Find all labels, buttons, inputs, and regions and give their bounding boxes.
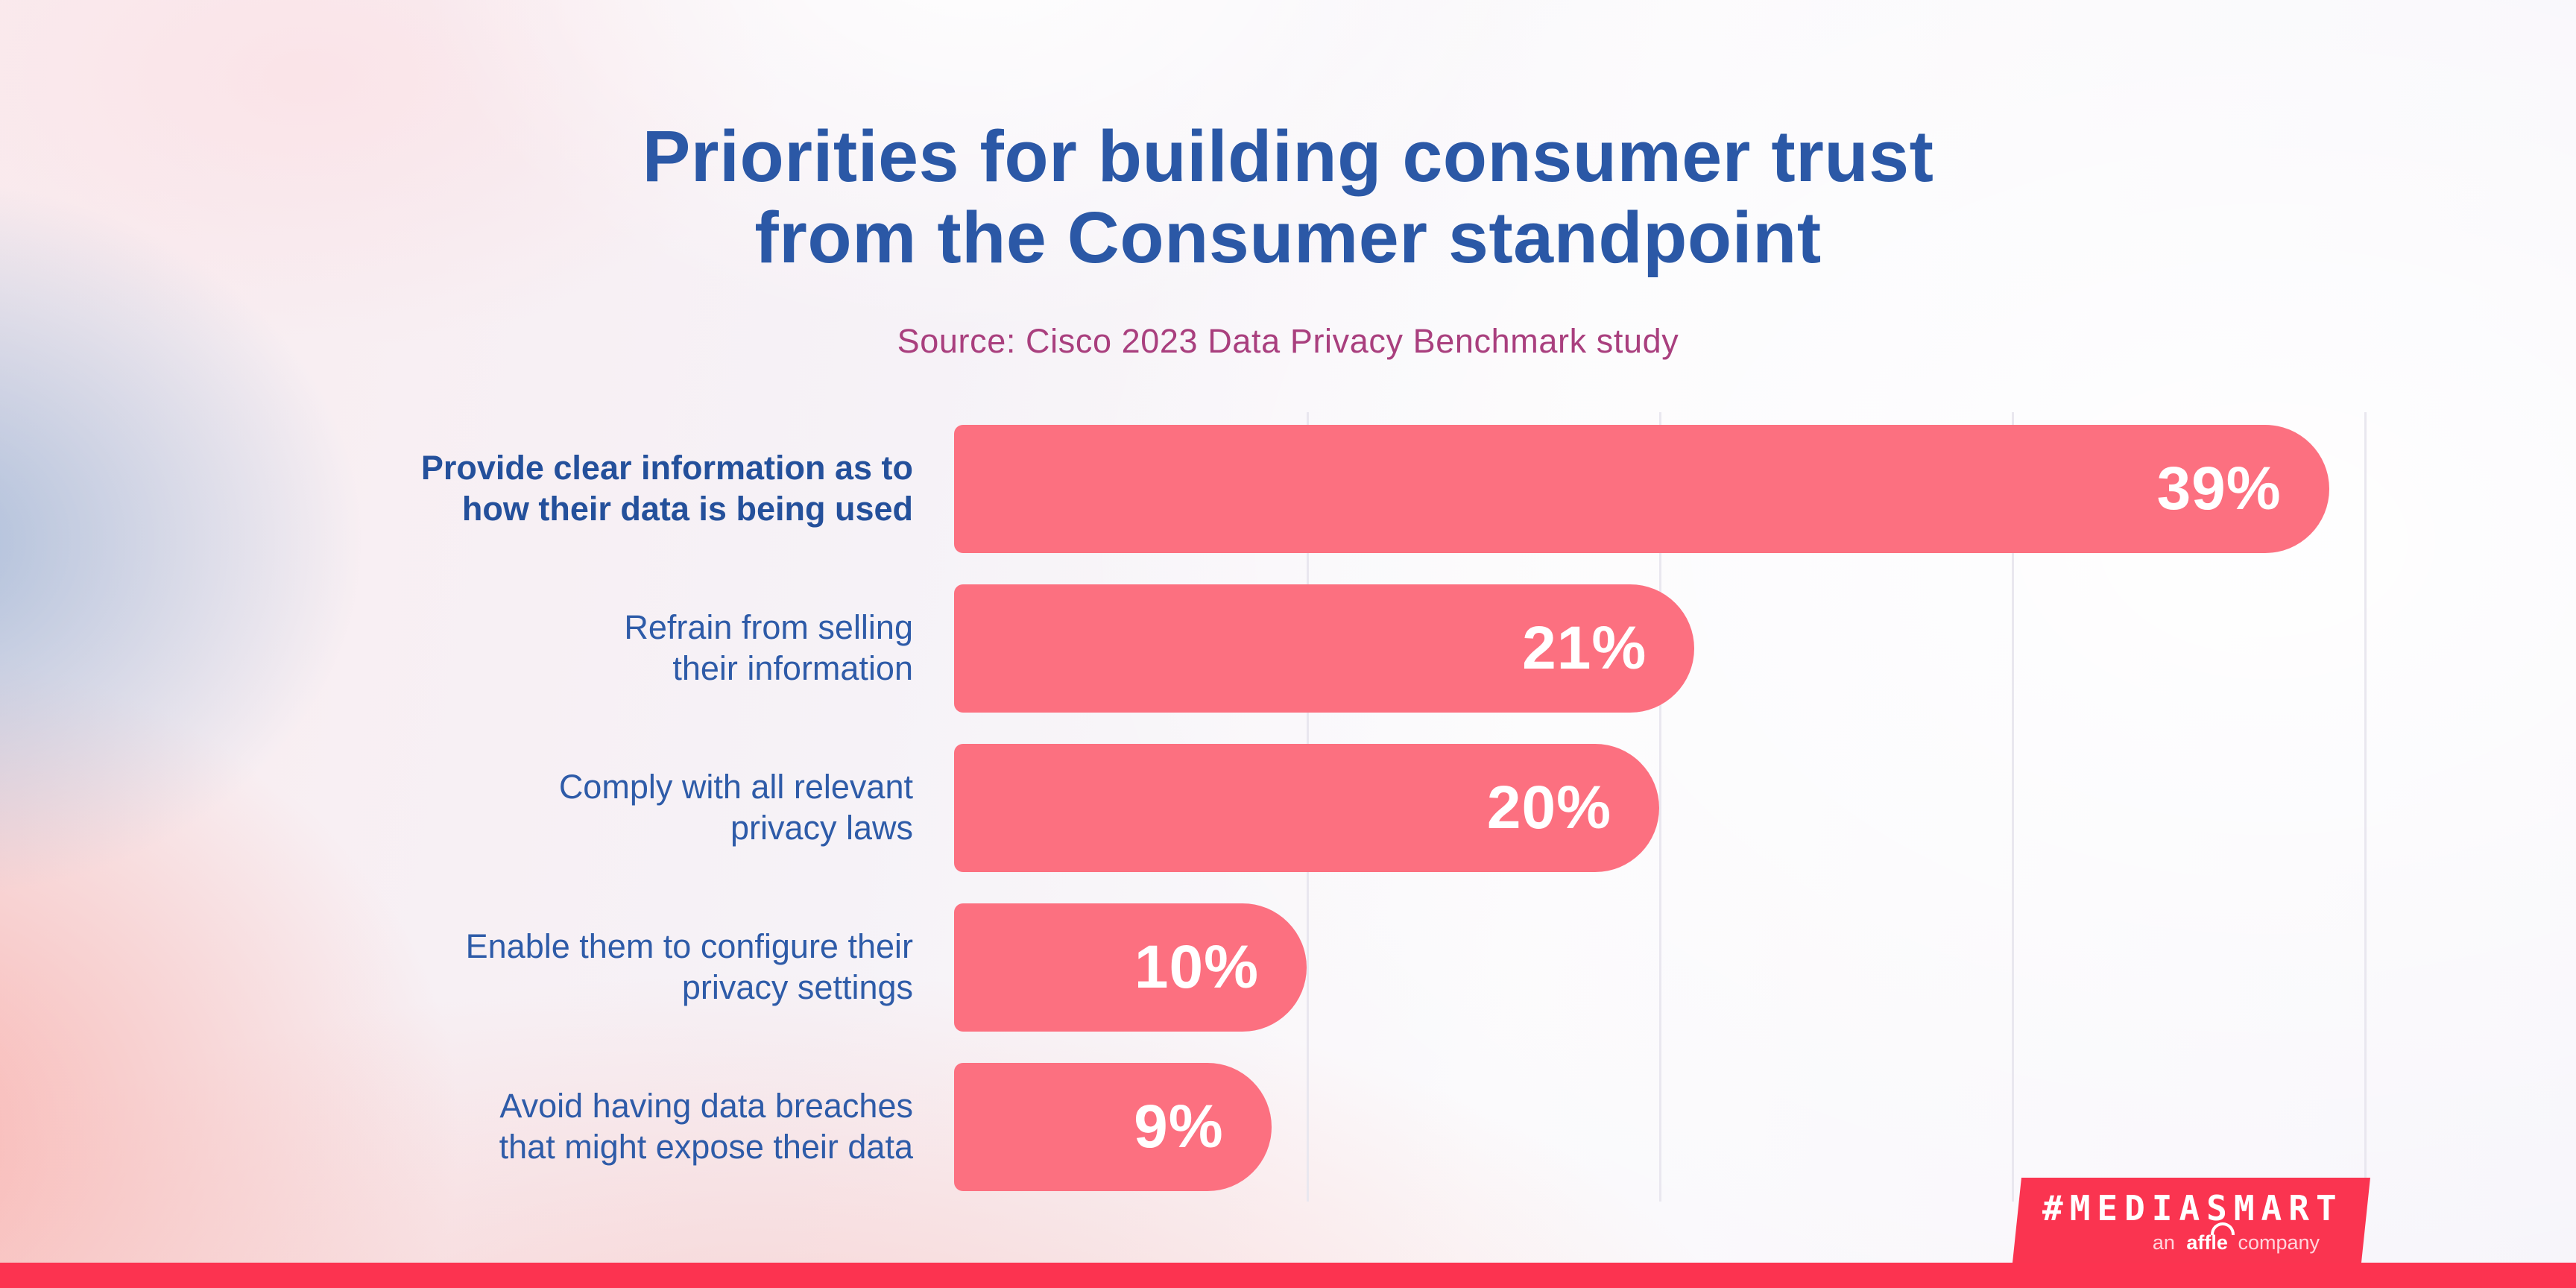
page-title-line1: Priorities for building consumer trust (642, 116, 1934, 197)
bar-label-line1: Avoid having data breaches (499, 1087, 913, 1126)
bar-row: Enable them to configure their privacy s… (0, 903, 2576, 1032)
bar-track: 9% (954, 1063, 2364, 1191)
bar-track: 39% (954, 425, 2364, 553)
bar-label: Enable them to configure their privacy s… (45, 903, 913, 1032)
bar-row: Provide clear information as to how thei… (0, 425, 2576, 553)
bar-label: Comply with all relevant privacy laws (45, 744, 913, 872)
bar-track: 21% (954, 584, 2364, 713)
page-title-line2: from the Consumer standpoint (754, 196, 1822, 278)
bar-label-line1: Enable them to configure their (465, 927, 913, 966)
bar-label-line1: Comply with all relevant (558, 768, 913, 806)
mediasmart-logo-banner: #MEDIASMART an affle company (2012, 1178, 2370, 1263)
gridline-20pct (1659, 412, 1661, 1202)
gridline-40pct (2364, 412, 2367, 1202)
bar: 20% (954, 744, 1659, 872)
bar-value-label: 9% (1134, 1093, 1224, 1161)
bar: 39% (954, 425, 2329, 553)
bar-label-line2: privacy laws (730, 809, 913, 847)
bar-track: 20% (954, 744, 2364, 872)
affle-line-company: company (2238, 1231, 2320, 1254)
bar-label-line2: privacy settings (681, 968, 913, 1006)
bar-row: Refrain from selling their information 2… (0, 584, 2576, 713)
bar-row: Comply with all relevant privacy laws 20… (0, 744, 2576, 872)
bar: 10% (954, 903, 1307, 1032)
bar-label: Avoid having data breaches that might ex… (45, 1063, 913, 1191)
gridline-30pct (2012, 412, 2014, 1202)
bar-track: 10% (954, 903, 2364, 1032)
mediasmart-logo: #MEDIASMART an affle company (2012, 1178, 2361, 1263)
bar-label-line1: Provide clear information as to (420, 449, 913, 487)
bar-label: Refrain from selling their information (45, 584, 913, 713)
bar-chart: Provide clear information as to how thei… (0, 412, 2576, 1215)
bar-label: Provide clear information as to how thei… (45, 425, 913, 553)
mediasmart-brand-text: #MEDIASMART (2042, 1188, 2343, 1228)
bar: 9% (954, 1063, 1272, 1191)
bar: 21% (954, 584, 1695, 713)
affle-line-an: an (2152, 1231, 2175, 1254)
bar-value-label: 39% (2156, 455, 2282, 523)
affle-company-line: an affle company (2042, 1222, 2320, 1254)
affle-wordmark: affle (2186, 1222, 2235, 1254)
page-title: Priorities for building consumer trust f… (0, 116, 2576, 278)
bar-value-label: 10% (1134, 933, 1259, 1001)
bar-label-line2: their information (672, 649, 913, 687)
source-caption: Source: Cisco 2023 Data Privacy Benchmar… (897, 322, 1679, 360)
footer-accent-strip (0, 1263, 2576, 1288)
bar-value-label: 20% (1486, 774, 1611, 842)
bar-label-line2: that might expose their data (499, 1128, 913, 1166)
bar-label-line2: how their data is being used (461, 490, 913, 528)
bar-row: Avoid having data breaches that might ex… (0, 1063, 2576, 1191)
bar-value-label: 21% (1522, 614, 1647, 682)
bar-label-line1: Refrain from selling (624, 608, 913, 647)
